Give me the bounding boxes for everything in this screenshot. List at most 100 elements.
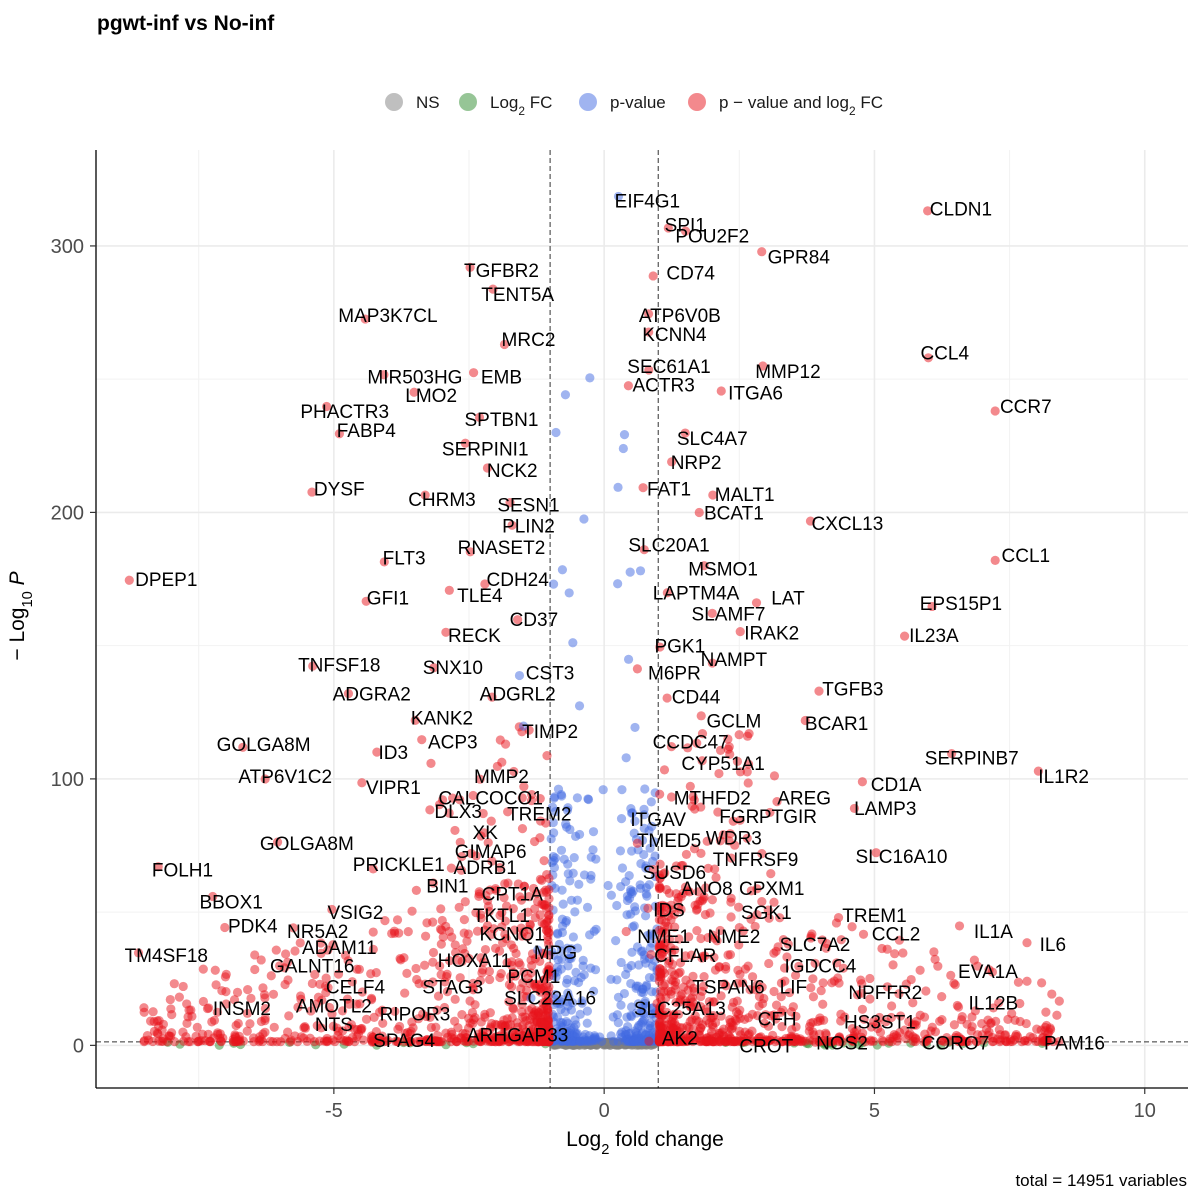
point-pfc: [143, 1035, 154, 1045]
point-p: [616, 957, 626, 968]
point-pfc: [522, 932, 533, 942]
point-pfc: [499, 892, 509, 903]
point-pfc: [775, 913, 785, 923]
point-pfc: [888, 1032, 898, 1042]
point-pfc: [465, 996, 475, 1006]
point-pfc: [182, 999, 192, 1009]
point-pfc: [516, 912, 526, 922]
gene-label: IL1R2: [1038, 767, 1089, 788]
point-pfc: [740, 1027, 750, 1037]
point-pfc: [428, 947, 439, 958]
point-pfc: [250, 950, 260, 960]
point-pfc: [402, 968, 412, 978]
point-pfc: [378, 1018, 388, 1028]
point-pfc: [742, 731, 753, 741]
point-p: [624, 893, 635, 904]
point-pfc: [393, 1024, 403, 1034]
point-pfc: [735, 969, 745, 979]
legend-label-fc: Log2 FC: [490, 93, 552, 118]
gene-label: PRICKLE1: [353, 855, 445, 876]
gene-label: TMED5: [637, 831, 701, 852]
point-pfc: [268, 989, 279, 999]
point-pfc: [888, 960, 898, 970]
point-pfc: [675, 958, 686, 968]
point-p: [624, 1029, 634, 1039]
point-pfc: [715, 925, 725, 936]
gene-label: WDR3: [706, 829, 762, 850]
point-pfc: [454, 902, 464, 912]
gene-label: NOS2: [816, 1034, 868, 1055]
point-pfc: [517, 999, 527, 1009]
point-pfc: [485, 974, 495, 985]
point-p: [571, 1020, 581, 1030]
point-pfc: [757, 999, 768, 1009]
point-pfc: [451, 1037, 462, 1047]
point-pfc: [643, 903, 653, 913]
point-pfc: [915, 965, 925, 975]
gene-label: CCL2: [872, 924, 921, 945]
point-p: [588, 845, 598, 855]
gene-label: TREM2: [507, 805, 571, 826]
point-p: [577, 998, 587, 1008]
caption: total = 14951 variables: [1015, 1171, 1187, 1190]
point-p: [566, 944, 576, 954]
point-pfc: [740, 1014, 750, 1024]
point-p: [582, 902, 593, 912]
gene-label: SLC7A2: [780, 935, 851, 956]
point-pfc: [694, 507, 704, 518]
point-pfc: [459, 915, 469, 925]
point-pfc: [344, 999, 354, 1009]
point-pfc: [849, 1034, 859, 1044]
point-pfc: [859, 1014, 869, 1024]
point-pfc: [1054, 996, 1064, 1006]
point-pfc: [347, 977, 357, 987]
gene-label: DLX3: [434, 802, 482, 823]
point-pfc: [896, 1011, 906, 1021]
gene-label: FABP4: [337, 421, 397, 442]
point-pfc: [798, 1036, 808, 1046]
gene-label: GCLM: [706, 711, 761, 732]
point-pfc: [732, 996, 742, 1006]
point-pfc: [962, 1037, 972, 1047]
point-pfc: [541, 903, 551, 914]
point-pfc: [411, 963, 421, 974]
point-p: [588, 986, 599, 996]
point-p: [623, 963, 633, 973]
gene-label: NTS: [315, 1015, 353, 1036]
gene-label: ADGRL2: [480, 685, 556, 706]
point-pfc: [280, 1033, 290, 1043]
point-pfc: [518, 978, 528, 988]
point-p: [563, 1001, 573, 1011]
point-pfc: [872, 1018, 882, 1028]
point-pfc: [293, 1002, 303, 1012]
point-p: [623, 1022, 633, 1032]
point-pfc: [700, 909, 711, 920]
point-pfc: [428, 957, 438, 967]
point-p: [645, 843, 655, 853]
point-pfc: [436, 970, 446, 980]
gene-label: SPTBN1: [464, 410, 538, 431]
point-pfc: [260, 1013, 270, 1023]
point-pfc: [387, 928, 397, 939]
point-p: [575, 1009, 585, 1019]
gene-label: FOLH1: [152, 860, 213, 881]
gene-label: CST3: [526, 663, 575, 684]
point-p: [613, 579, 623, 589]
point-pfc: [216, 1037, 226, 1047]
gene-label: IL12B: [969, 994, 1019, 1015]
gene-label: GFI1: [367, 589, 409, 610]
point-p: [630, 902, 640, 912]
point-pfc: [1015, 1016, 1025, 1027]
point-p: [572, 895, 583, 905]
point-p: [608, 1012, 618, 1022]
y-axis-title: − Log10 P: [6, 571, 36, 660]
point-p: [514, 670, 525, 681]
point-p: [567, 1036, 578, 1046]
point-p: [560, 390, 571, 400]
point-pfc: [656, 968, 666, 978]
point-pfc: [256, 955, 266, 965]
point-pfc: [660, 938, 670, 948]
point-pfc: [763, 1021, 774, 1031]
point-pfc: [1047, 989, 1057, 999]
point-pfc: [525, 920, 535, 930]
